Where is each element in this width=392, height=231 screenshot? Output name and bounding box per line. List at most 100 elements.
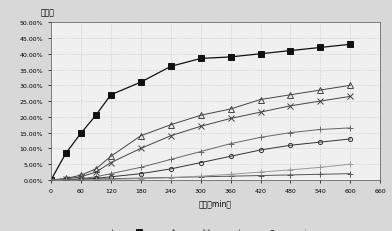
- 比:≥6:4: [228, 108, 233, 111]
- 37℃: [64, 179, 68, 181]
- 比:≥5:5: [109, 161, 113, 164]
- 46℃: [138, 178, 143, 180]
- 比:≥4:6: [198, 151, 203, 153]
- 比:≥6:4: [138, 135, 143, 138]
- 比:≥2:8: [109, 176, 113, 178]
- 比:≥5:5: [288, 105, 293, 108]
- 比:≥6:4: [198, 114, 203, 117]
- 比:≥4:6: [258, 136, 263, 139]
- 37℃: [168, 176, 173, 179]
- 比:≥6:4: [168, 124, 173, 127]
- Line: 比:≥5:5: 比:≥5:5: [48, 94, 353, 183]
- Line: 46℃: 46℃: [48, 162, 353, 183]
- 37℃: [94, 178, 98, 181]
- 比:≥4:6: [49, 179, 53, 182]
- 46℃: [168, 176, 173, 179]
- 比:≥2:8: [348, 138, 353, 141]
- Y-axis label: 释放度: 释放度: [41, 8, 54, 17]
- 37℃: [138, 177, 143, 180]
- 37℃: [49, 179, 53, 182]
- 比:≥8:2: [168, 66, 173, 68]
- 比:≥5:5: [138, 147, 143, 150]
- Line: 比:≥6:4: 比:≥6:4: [48, 83, 353, 183]
- 比:≥8:2: [198, 58, 203, 61]
- 比:≥2:8: [138, 173, 143, 175]
- 46℃: [348, 163, 353, 166]
- 比:≥8:2: [258, 53, 263, 56]
- 比:≥5:5: [198, 125, 203, 128]
- 46℃: [288, 169, 293, 171]
- 46℃: [49, 179, 53, 182]
- 比:≥6:4: [348, 85, 353, 87]
- 比:≥6:4: [49, 179, 53, 182]
- 比:≥4:6: [288, 132, 293, 134]
- 比:≥2:8: [78, 178, 83, 181]
- 37℃: [228, 175, 233, 178]
- 比:≥5:5: [94, 171, 98, 174]
- Line: 比:≥8:2: 比:≥8:2: [48, 42, 353, 183]
- 比:≥6:4: [258, 99, 263, 101]
- 37℃: [348, 173, 353, 175]
- 比:≥4:6: [64, 179, 68, 181]
- 比:≥2:8: [288, 144, 293, 147]
- 比:≥5:5: [168, 135, 173, 138]
- 46℃: [64, 179, 68, 182]
- Line: 比:≥4:6: 比:≥4:6: [48, 126, 353, 183]
- 比:≥8:2: [64, 152, 68, 155]
- 比:≥6:4: [109, 155, 113, 158]
- 比:≥5:5: [228, 118, 233, 120]
- 比:≥4:6: [228, 143, 233, 146]
- 比:≥2:8: [198, 161, 203, 164]
- Line: 37℃: 37℃: [48, 171, 353, 183]
- 比:≥2:8: [318, 141, 323, 144]
- 比:≥5:5: [318, 100, 323, 103]
- 46℃: [94, 179, 98, 181]
- 37℃: [198, 176, 203, 178]
- 比:≥8:2: [78, 132, 83, 135]
- 比:≥8:2: [288, 50, 293, 53]
- 比:≥8:2: [348, 44, 353, 46]
- 比:≥2:8: [228, 155, 233, 158]
- 46℃: [228, 173, 233, 176]
- 比:≥2:8: [94, 177, 98, 180]
- 比:≥8:2: [94, 114, 98, 117]
- 比:≥4:6: [78, 178, 83, 180]
- 比:≥4:6: [168, 158, 173, 161]
- 46℃: [258, 171, 263, 174]
- 比:≥8:2: [318, 47, 323, 50]
- X-axis label: 时间（min）: 时间（min）: [199, 198, 232, 207]
- Legend: 37℃, 比:≥8:2, 比:≥6:4, 比:≥5:5, 比:≥4:6, 比:≥2:8, 46℃: 37℃, 比:≥8:2, 比:≥6:4, 比:≥5:5, 比:≥4:6, 比:≥…: [106, 230, 325, 231]
- 比:≥5:5: [258, 111, 263, 114]
- 比:≥5:5: [64, 178, 68, 181]
- 比:≥8:2: [138, 81, 143, 84]
- 比:≥6:4: [64, 177, 68, 180]
- 比:≥6:4: [318, 89, 323, 92]
- 46℃: [109, 178, 113, 181]
- 46℃: [318, 166, 323, 169]
- 比:≥5:5: [348, 96, 353, 98]
- 比:≥6:4: [288, 94, 293, 97]
- 比:≥4:6: [109, 173, 113, 175]
- 比:≥4:6: [138, 166, 143, 169]
- 比:≥2:8: [168, 168, 173, 170]
- 比:≥6:4: [94, 168, 98, 170]
- 比:≥4:6: [318, 128, 323, 131]
- 比:≥2:8: [64, 179, 68, 181]
- 比:≥8:2: [228, 56, 233, 59]
- 37℃: [109, 178, 113, 180]
- 37℃: [288, 174, 293, 176]
- 37℃: [78, 178, 83, 181]
- 比:≥2:8: [49, 179, 53, 182]
- 比:≥6:4: [78, 174, 83, 177]
- 46℃: [198, 175, 203, 178]
- 比:≥8:2: [49, 179, 53, 182]
- 37℃: [318, 173, 323, 176]
- 比:≥8:2: [109, 94, 113, 97]
- 比:≥2:8: [258, 149, 263, 152]
- 比:≥4:6: [348, 127, 353, 130]
- 比:≥5:5: [78, 176, 83, 178]
- 比:≥4:6: [94, 176, 98, 178]
- 46℃: [78, 179, 83, 182]
- 比:≥5:5: [49, 179, 53, 182]
- Line: 比:≥2:8: 比:≥2:8: [49, 137, 352, 182]
